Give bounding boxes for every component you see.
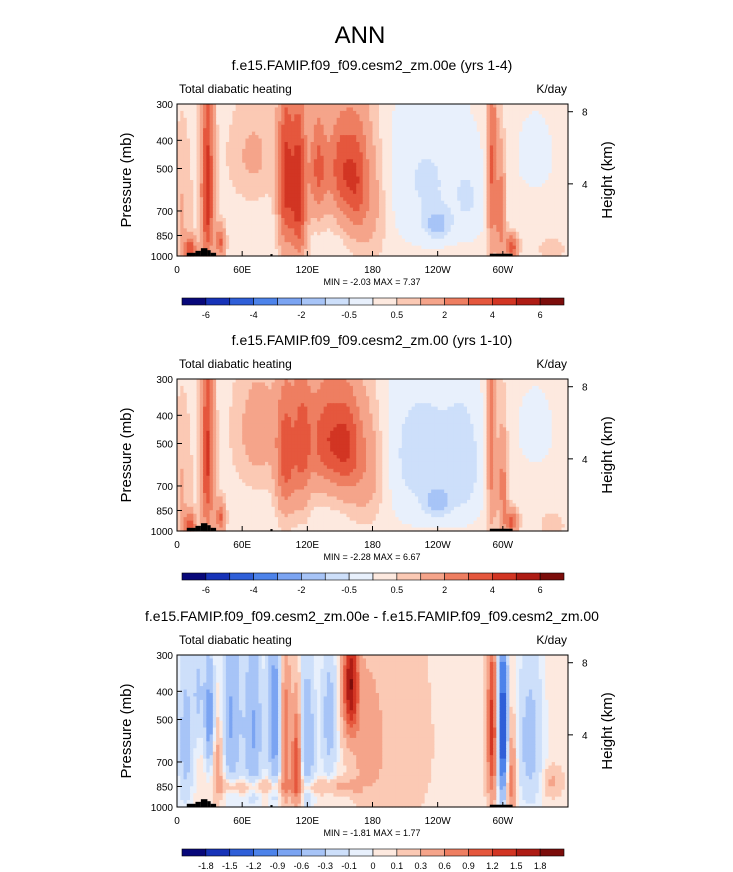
chart-panel-1: f.e15.FAMIP.f09_f09.cesm2_zm.00e (yrs 1-… bbox=[118, 57, 616, 320]
heating-field bbox=[177, 104, 569, 257]
panels: f.e15.FAMIP.f09_f09.cesm2_zm.00e (yrs 1-… bbox=[118, 57, 616, 871]
figure-title: ANN bbox=[335, 22, 386, 49]
